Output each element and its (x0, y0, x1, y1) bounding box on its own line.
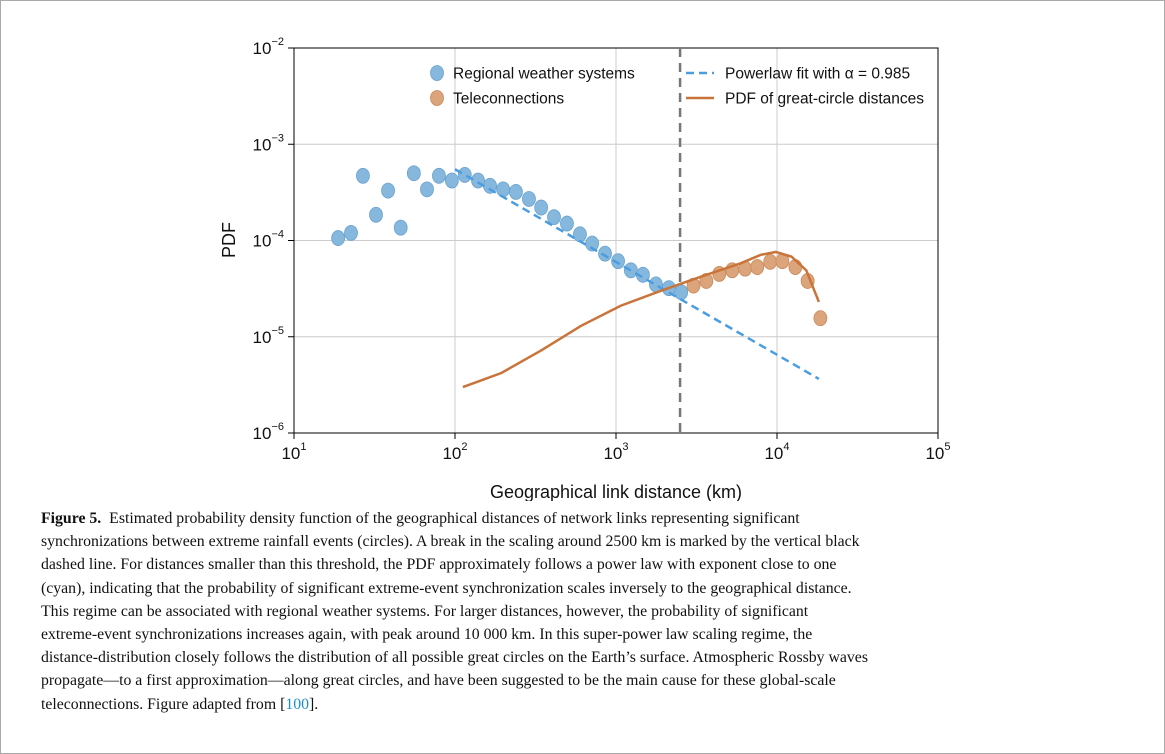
caption-text: extreme-event synchronizations increases… (41, 626, 813, 644)
tick-exponent: −5 (271, 325, 284, 337)
chart: Geographical link distance (km) PDF 101 1… (219, 36, 951, 501)
point (509, 183, 523, 200)
point (750, 259, 765, 275)
point (432, 167, 446, 184)
point (560, 215, 574, 232)
x-tick-label: 102 (442, 441, 467, 463)
point (369, 206, 383, 223)
point (457, 167, 472, 183)
point (598, 245, 612, 262)
y-tick-label: 10−2 (253, 36, 284, 58)
point (496, 181, 511, 198)
tick-exponent: 1 (300, 441, 306, 453)
point (649, 276, 663, 293)
tick-exponent: 3 (622, 441, 628, 453)
x-tick-label: 101 (281, 441, 306, 463)
point (331, 230, 346, 246)
point (406, 165, 421, 182)
tick-base: 10 (281, 444, 300, 463)
caption-line: dashed line. For distances smaller than … (41, 553, 868, 576)
caption-text: synchronizations between extreme rainfal… (41, 533, 860, 551)
caption-text: ]. (309, 695, 319, 713)
caption-line: (cyan), indicating that the probability … (41, 577, 868, 600)
tick-base: 10 (253, 328, 272, 347)
tick-base: 10 (925, 444, 944, 463)
tick-base: 10 (764, 444, 783, 463)
point (522, 191, 536, 207)
tick-exponent: −2 (271, 36, 284, 48)
legend-label: PDF of great-circle distances (725, 91, 924, 108)
caption-line: synchronizations between extreme rainfal… (41, 530, 868, 553)
tick-exponent: 2 (461, 441, 467, 453)
caption-line: teleconnections. Figure adapted from [10… (41, 693, 868, 716)
point (534, 199, 549, 216)
tick-exponent: 5 (944, 441, 950, 453)
tick-base: 10 (253, 135, 272, 154)
tick-base: 10 (442, 444, 461, 463)
caption-text: This regime can be associated with regio… (41, 602, 809, 620)
caption-line: propagate—to a first approximation—along… (41, 669, 868, 692)
caption-text: (cyan), indicating that the probability … (41, 579, 852, 597)
caption: Figure 5. Estimated probability density … (41, 507, 868, 716)
series-line (454, 168, 820, 380)
tick-base: 10 (253, 424, 272, 443)
tick-base: 10 (253, 232, 272, 251)
point (344, 224, 358, 241)
point (763, 253, 778, 270)
legend-marker (430, 90, 444, 106)
tick-base: 10 (253, 39, 272, 58)
y-tick-label: 10−4 (253, 229, 284, 251)
plot-frame (293, 47, 939, 434)
y-tick-label: 10−5 (253, 325, 284, 347)
tick-exponent: −6 (271, 421, 284, 433)
series-line (462, 250, 821, 389)
point (813, 310, 828, 327)
caption-text: distance-distribution closely follows th… (41, 649, 868, 667)
y-tick-label: 10−6 (253, 421, 284, 443)
caption-line: extreme-event synchronizations increases… (41, 623, 868, 646)
legend-label: Teleconnections (453, 91, 564, 108)
caption-text: Estimated probability density function o… (109, 510, 800, 527)
point (356, 167, 370, 184)
caption-line: distance-distribution closely follows th… (41, 646, 868, 669)
point (674, 284, 689, 301)
point (393, 219, 408, 236)
tick-exponent: 4 (783, 441, 789, 453)
point (381, 182, 395, 199)
caption-line: This regime can be associated with regio… (41, 600, 868, 623)
figure-label: Figure 5. (41, 510, 102, 527)
caption-text: teleconnections. Figure adapted from [ (41, 695, 286, 713)
point (444, 172, 459, 189)
tick-exponent: −3 (271, 132, 284, 144)
point (611, 253, 625, 270)
legend-marker (430, 65, 444, 81)
caption-text: dashed line. For distances smaller than … (41, 556, 837, 574)
point (420, 181, 434, 198)
y-tick-label: 10−3 (253, 132, 284, 154)
x-axis-label: Geographical link distance (km) (490, 482, 742, 501)
reference-link[interactable]: 100 (285, 695, 310, 713)
point (573, 226, 587, 243)
y-axis-label: PDF (219, 222, 239, 258)
x-tick-label: 103 (603, 441, 628, 463)
x-tick-label: 104 (764, 441, 789, 463)
caption-line: Figure 5. Estimated probability density … (41, 507, 868, 530)
point (547, 209, 561, 226)
caption-text: propagate—to a first approximation—along… (41, 672, 836, 690)
x-tick-label: 105 (925, 441, 950, 463)
tick-exponent: −4 (271, 229, 284, 241)
legend-label: Powerlaw fit with α = 0.985 (725, 66, 910, 83)
tick-base: 10 (603, 444, 622, 463)
legend-label: Regional weather systems (453, 66, 635, 83)
